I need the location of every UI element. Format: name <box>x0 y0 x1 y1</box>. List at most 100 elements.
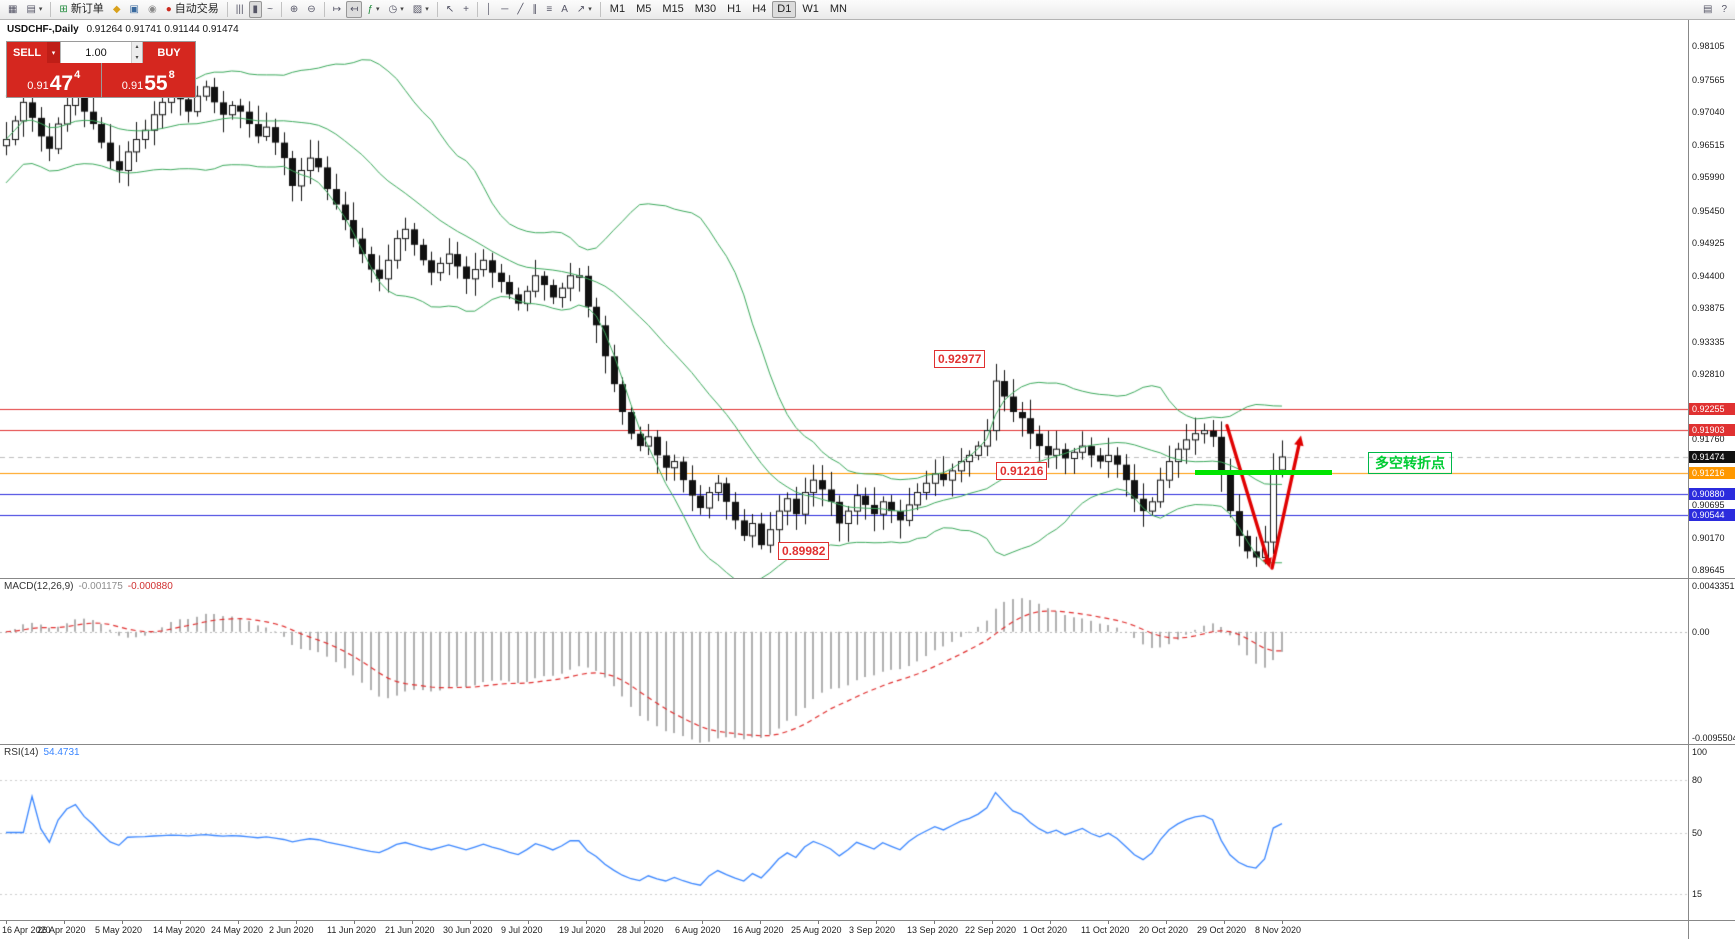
buy-price-pips: 55 <box>144 72 168 96</box>
order-options-dropdown[interactable]: ▾ <box>47 42 60 63</box>
bars-chart-button[interactable]: ||| <box>232 1 248 18</box>
timeframe-w1-button[interactable]: W1 <box>797 1 824 18</box>
candlestick-chart-icon: ▮ <box>252 3 259 15</box>
price-scale[interactable]: 0.98105 0.97565 0.97040 0.96515 0.95990 0.954… <box>1688 20 1735 578</box>
buy-price-button[interactable]: 0.91 55 8 <box>101 63 195 97</box>
new-chart-button[interactable]: ▦ <box>4 1 21 18</box>
indicators-button[interactable]: ƒ ▾ <box>363 1 383 18</box>
rsi-canvas[interactable] <box>0 745 1688 920</box>
channel-icon: ∥ <box>532 3 538 15</box>
time-axis-label: 8 Nov 2020 <box>1255 925 1302 935</box>
toolbar-separator <box>477 2 478 17</box>
arrows-button[interactable]: ↗ ▾ <box>573 1 596 18</box>
macd-pane[interactable]: MACD(12,26,9) -0.001175 -0.000880 <box>0 578 1688 744</box>
low-price-callout[interactable]: 0.89982 <box>778 542 830 560</box>
text-label-button[interactable]: A <box>557 1 572 18</box>
sell-price-button[interactable]: 0.91 47 4 <box>7 63 101 97</box>
periods-icon: ◷ <box>388 3 398 15</box>
price-scale-label: 0.90695 <box>1692 500 1725 511</box>
high-price-callout[interactable]: 0.92977 <box>934 350 986 368</box>
metaeditor-icon: ◆ <box>112 3 121 15</box>
volume-decrease-button[interactable]: ▾ <box>132 52 142 63</box>
time-axis-label: 11 Oct 2020 <box>1081 925 1130 935</box>
rsi-label: RSI(14) 54.4731 <box>4 747 80 758</box>
time-axis-label: 19 Jul 2020 <box>559 925 606 935</box>
sell-price-base: 0.91 <box>27 79 49 92</box>
trendline-button[interactable]: ╱ <box>513 1 527 18</box>
timeframe-m5-button[interactable]: M5 <box>631 1 656 18</box>
price-scale-label: 0.92810 <box>1692 369 1725 380</box>
timeframe-m1-button[interactable]: M1 <box>605 1 630 18</box>
auto-scroll-button[interactable]: ↦ <box>329 1 345 18</box>
time-axis[interactable]: 16 Apr 2020 26 Apr 2020 5 May 2020 14 May 2… <box>0 920 1688 939</box>
fibonacci-button[interactable]: ≡ <box>542 1 556 18</box>
vertical-line-button[interactable]: │ <box>482 1 496 18</box>
macd-scale[interactable]: 0.0043351 0.00 -0.0095504 <box>1688 578 1735 744</box>
sell-button[interactable]: SELL <box>7 42 47 63</box>
new-order-button[interactable]: ⊞ 新订单 <box>55 1 107 18</box>
timeframe-m1-label: M1 <box>609 3 626 15</box>
volume-increase-button[interactable]: ▴ <box>132 42 142 53</box>
time-axis-label: 26 Apr 2020 <box>37 925 86 935</box>
horizontal-line-button[interactable]: ─ <box>497 1 512 18</box>
price-scale-label: 0.96515 <box>1692 139 1725 150</box>
rsi-name: RSI(14) <box>4 747 39 758</box>
price-scale-label: 0.94925 <box>1692 238 1725 249</box>
reversal-note-callout[interactable]: 多空转折点 <box>1368 452 1452 474</box>
chart-shift-button[interactable]: ↤ <box>346 1 363 18</box>
metaeditor-button[interactable]: ◆ <box>109 1 125 18</box>
volume-input[interactable] <box>61 42 131 63</box>
timeframe-m30-button[interactable]: M30 <box>690 1 721 18</box>
auto-scroll-icon: ↦ <box>332 3 342 15</box>
periods-button[interactable]: ◷ ▾ <box>385 1 408 18</box>
arrows-icon: ↗ <box>576 3 586 15</box>
data-window-icon: ▤ <box>1702 3 1713 15</box>
time-axis-tick <box>1282 921 1283 924</box>
rsi-scale[interactable]: 100 80 50 15 <box>1688 744 1735 920</box>
timeframe-mn-button[interactable]: MN <box>825 1 852 18</box>
buy-button[interactable]: BUY <box>143 42 195 63</box>
macd-scale-label: 0.00 <box>1692 626 1710 637</box>
market-watch-button[interactable]: ▣ <box>126 1 143 18</box>
timeframe-mn-label: MN <box>829 3 847 15</box>
timeframe-d1-button[interactable]: D1 <box>772 1 797 18</box>
time-axis-tick <box>238 921 239 924</box>
navigator-button[interactable]: ◉ <box>144 1 161 18</box>
profiles-button[interactable]: ▤ ▾ <box>22 1 46 18</box>
zoom-in-button[interactable]: ⊕ <box>286 1 302 18</box>
timeframe-h1-button[interactable]: H1 <box>722 1 746 18</box>
support-zone-line[interactable] <box>1195 470 1332 475</box>
zoom-out-button[interactable]: ⊖ <box>303 1 319 18</box>
trendline-icon: ╱ <box>517 3 524 15</box>
time-axis-tick <box>992 921 993 924</box>
new-chart-icon: ▦ <box>8 3 18 15</box>
channel-button[interactable]: ∥ <box>528 1 541 18</box>
autotrading-button[interactable]: ● 自动交易 <box>162 1 223 18</box>
one-click-header-row: SELL ▾ ▴ ▾ BUY <box>7 42 195 63</box>
help-button[interactable]: ? <box>1717 1 1731 18</box>
cursor-button[interactable]: ↖ <box>442 1 458 18</box>
candlestick-chart-button[interactable]: ▮ <box>248 1 263 18</box>
time-axis-tick <box>818 921 819 924</box>
entry-price-callout[interactable]: 0.91216 <box>996 462 1048 480</box>
time-axis-tick <box>934 921 935 924</box>
line-chart-button[interactable]: ~ <box>263 1 277 18</box>
price-chart-canvas[interactable] <box>0 20 1688 578</box>
vertical-line-icon: │ <box>486 3 493 15</box>
macd-canvas[interactable] <box>0 579 1688 744</box>
rsi-pane[interactable]: RSI(14) 54.4731 <box>0 744 1688 920</box>
text-label-icon: A <box>561 3 568 15</box>
timeframe-m15-button[interactable]: M15 <box>657 1 688 18</box>
crosshair-button[interactable]: + <box>459 1 473 18</box>
navigator-icon: ◉ <box>147 3 157 15</box>
symbol-period-label: USDCHF-,Daily <box>7 24 79 35</box>
time-axis-label: 24 May 2020 <box>211 925 264 935</box>
data-window-button[interactable]: ▤ <box>1699 1 1716 18</box>
price-scale-label: 0.98105 <box>1692 41 1725 52</box>
price-scale-label: 0.97565 <box>1692 74 1725 85</box>
timeframe-h4-button[interactable]: H4 <box>747 1 771 18</box>
price-chart-pane[interactable]: USDCHF-,Daily 0.91264 0.91741 0.91144 0.… <box>0 20 1688 578</box>
time-axis-label: 16 Aug 2020 <box>733 925 784 935</box>
templates-button[interactable]: ▨ ▾ <box>409 1 433 18</box>
